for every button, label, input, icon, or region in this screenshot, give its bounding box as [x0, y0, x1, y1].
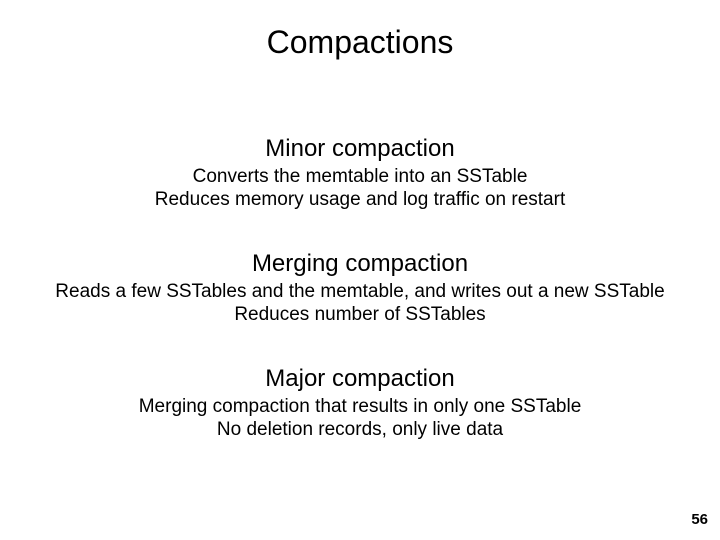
section-line: Reduces memory usage and log traffic on … — [0, 189, 720, 211]
slide-title: Compactions — [0, 24, 720, 61]
section-line: Reads a few SSTables and the memtable, a… — [0, 281, 720, 303]
section-heading-minor: Minor compaction — [0, 135, 720, 163]
slide: Compactions Minor compaction Converts th… — [0, 0, 720, 540]
section-line: No deletion records, only live data — [0, 419, 720, 441]
section-line: Reduces number of SSTables — [0, 304, 720, 326]
page-number: 56 — [691, 511, 708, 528]
section-line: Converts the memtable into an SSTable — [0, 166, 720, 188]
section-heading-major: Major compaction — [0, 365, 720, 393]
section-heading-merging: Merging compaction — [0, 250, 720, 278]
section-line: Merging compaction that results in only … — [0, 396, 720, 418]
